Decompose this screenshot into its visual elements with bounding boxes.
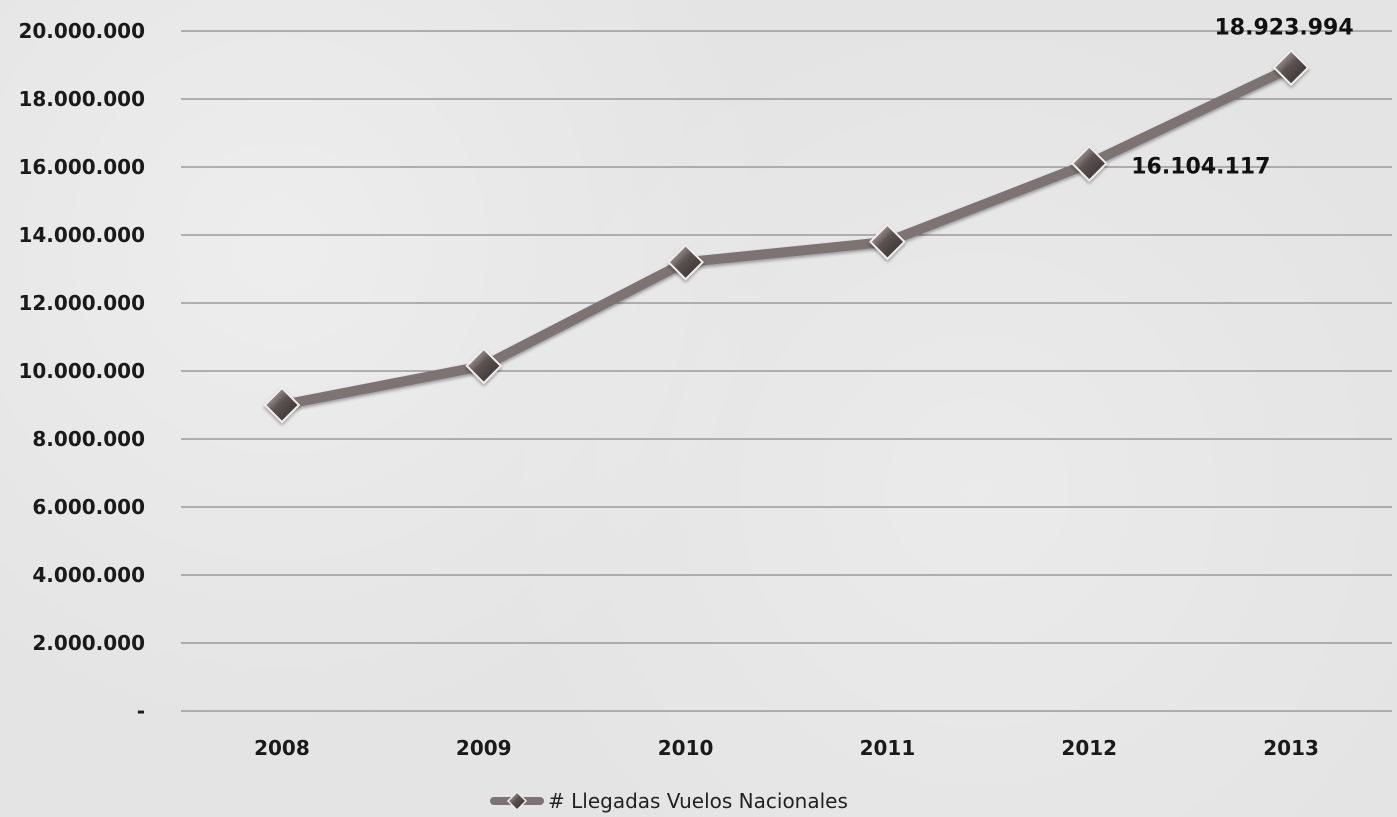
x-tick-label: 2013: [1263, 736, 1319, 760]
data-label: 16.104.117: [1131, 154, 1270, 179]
y-tick-label: 16.000.000: [18, 155, 145, 179]
data-point-marker: [465, 347, 503, 385]
y-tick-label: 14.000.000: [18, 223, 145, 247]
y-tick-label: 6.000.000: [32, 495, 145, 519]
x-tick-label: 2008: [254, 736, 310, 760]
y-tick-label: 20.000.000: [18, 19, 145, 43]
y-tick-label: 18.000.000: [18, 87, 145, 111]
x-tick-label: 2009: [456, 736, 512, 760]
data-point-marker: [1070, 145, 1108, 182]
y-tick-label: -: [137, 699, 145, 723]
data-point-marker: [869, 223, 906, 261]
data-point-marker: [263, 386, 301, 424]
data-point-marker: [667, 243, 704, 281]
y-tick-label: 12.000.000: [18, 291, 145, 315]
legend-label: # Llegadas Vuelos Nacionales: [548, 789, 848, 813]
x-tick-label: 2010: [658, 736, 714, 760]
x-tick-label: 2012: [1061, 736, 1117, 760]
y-tick-label: 8.000.000: [32, 427, 145, 451]
x-tick-label: 2011: [860, 736, 916, 760]
legend-marker-swatch: [506, 790, 528, 812]
data-point-marker: [1272, 49, 1310, 86]
data-label: 18.923.994: [1214, 16, 1353, 41]
series-line: [276, 62, 1297, 410]
y-tick-label: 4.000.000: [32, 563, 145, 587]
y-tick-label: 10.000.000: [18, 359, 145, 383]
y-tick-label: 2.000.000: [32, 631, 145, 655]
